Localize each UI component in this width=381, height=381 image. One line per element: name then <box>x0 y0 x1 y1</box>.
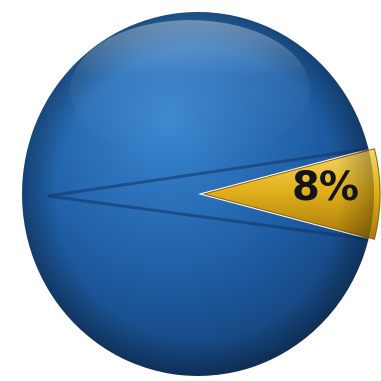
slice-label-8-percent: 8% <box>292 164 359 210</box>
